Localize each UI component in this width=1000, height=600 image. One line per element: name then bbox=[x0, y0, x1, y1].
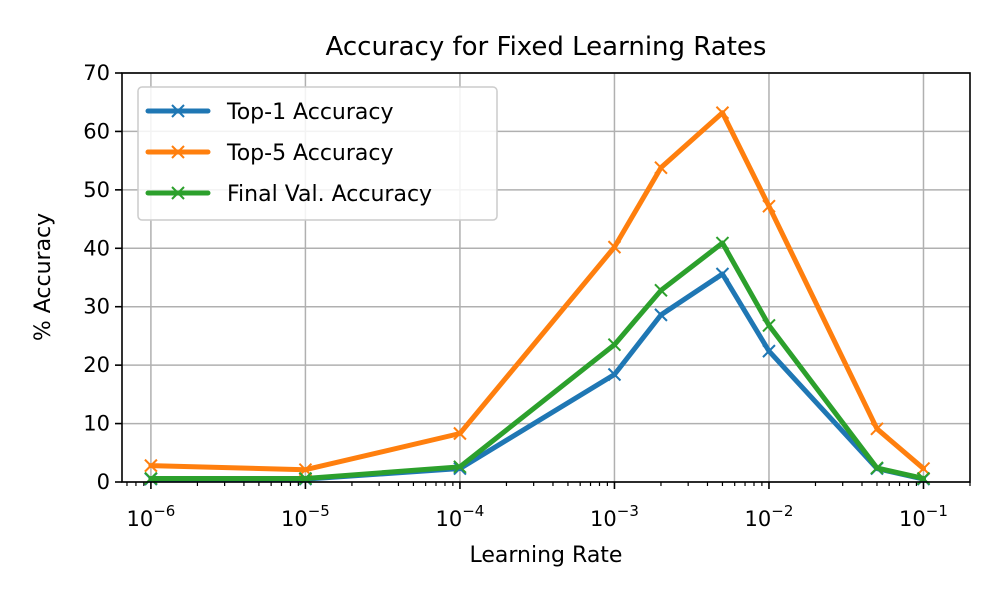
series-1 bbox=[144, 267, 931, 486]
y-tick-label: 40 bbox=[83, 236, 110, 260]
data-point-marker bbox=[762, 344, 776, 358]
data-point-marker bbox=[715, 267, 730, 281]
y-tick-label: 20 bbox=[83, 353, 110, 377]
series-2 bbox=[144, 106, 931, 477]
x-tick-label: 10−6 bbox=[126, 502, 175, 531]
x-tick-label: 10−2 bbox=[745, 502, 794, 531]
data-point-marker bbox=[870, 422, 884, 436]
data-point-marker bbox=[654, 160, 668, 175]
y-tick-label: 10 bbox=[83, 412, 110, 436]
legend-label: Top-5 Accuracy bbox=[226, 141, 394, 166]
legend-entry: Top-1 Accuracy bbox=[145, 100, 394, 125]
x-tick-label: 10−4 bbox=[436, 502, 485, 531]
y-tick-label: 50 bbox=[83, 178, 110, 202]
data-point-marker bbox=[144, 458, 158, 473]
plot-area-frame bbox=[121, 72, 971, 483]
y-tick-label: 0 bbox=[97, 470, 110, 494]
data-point-marker bbox=[715, 236, 730, 250]
legend-label: Top-1 Accuracy bbox=[226, 100, 394, 125]
legend-entry: Top-5 Accuracy bbox=[145, 141, 394, 166]
data-point-marker bbox=[607, 337, 622, 352]
y-tick-label: 70 bbox=[83, 61, 110, 85]
data-point-marker bbox=[171, 186, 185, 200]
axis-ticks: 10−6 10−5 10−4 10−3 10−2 10−1 0 10 20 30 40 50 60 70 bbox=[83, 61, 971, 531]
x-tick-label: 10−3 bbox=[590, 502, 639, 531]
y-tick-label: 30 bbox=[83, 295, 110, 319]
x-tick-label: 10−1 bbox=[899, 502, 948, 531]
data-point-marker bbox=[870, 461, 884, 475]
data-point-marker bbox=[453, 426, 467, 441]
data-point-marker bbox=[654, 283, 668, 298]
series-layer bbox=[144, 106, 931, 486]
y-tick-label: 60 bbox=[83, 119, 110, 143]
data-point-marker bbox=[171, 145, 185, 159]
legend-label: Final Val. Accuracy bbox=[227, 182, 432, 207]
data-point-marker bbox=[607, 240, 622, 254]
data-point-marker bbox=[607, 367, 622, 382]
data-point-marker bbox=[916, 461, 931, 476]
legend-box bbox=[137, 86, 498, 221]
legend: Top-1 Accuracy Top-5 Accuracy Final Val. A… bbox=[137, 86, 498, 221]
data-point-marker bbox=[171, 104, 185, 118]
legend-entry: Final Val. Accuracy bbox=[145, 182, 432, 207]
data-point-marker bbox=[453, 460, 467, 474]
series-line bbox=[148, 240, 926, 481]
y-axis-title: % Accuracy bbox=[31, 213, 56, 341]
data-point-marker bbox=[762, 318, 776, 333]
x-tick-label: 10−5 bbox=[281, 502, 330, 531]
chart-title: Accuracy for Fixed Learning Rates bbox=[326, 32, 767, 62]
data-point-marker bbox=[715, 106, 730, 120]
series-3 bbox=[144, 236, 931, 486]
data-point-marker bbox=[654, 308, 668, 322]
x-axis-title: Learning Rate bbox=[470, 543, 623, 568]
data-point-marker bbox=[762, 199, 776, 213]
